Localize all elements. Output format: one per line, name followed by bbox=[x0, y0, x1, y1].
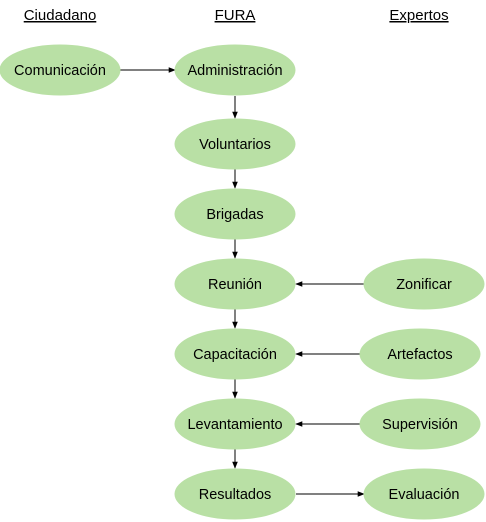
node-administracion: Administración bbox=[174, 44, 296, 96]
node-zonificar: Zonificar bbox=[363, 258, 485, 310]
node-voluntarios: Voluntarios bbox=[174, 118, 296, 170]
edges bbox=[120, 67, 365, 497]
node-brigadas-label: Brigadas bbox=[206, 207, 263, 223]
node-evaluacion-label: Evaluación bbox=[389, 487, 460, 503]
node-supervision-label: Supervisión bbox=[382, 417, 458, 433]
node-resultados: Resultados bbox=[174, 468, 296, 520]
node-comunicacion: Comunicación bbox=[0, 44, 121, 96]
node-voluntarios-label: Voluntarios bbox=[199, 137, 271, 153]
node-artefactos: Artefactos bbox=[359, 328, 481, 380]
node-reunion: Reunión bbox=[174, 258, 296, 310]
node-resultados-label: Resultados bbox=[199, 487, 272, 503]
node-administracion-label: Administración bbox=[187, 63, 282, 79]
node-artefactos-label: Artefactos bbox=[387, 347, 452, 363]
node-capacitacion-label: Capacitación bbox=[193, 347, 277, 363]
header-fura: FURA bbox=[215, 7, 256, 24]
node-capacitacion: Capacitación bbox=[174, 328, 296, 380]
node-levantamiento-label: Levantamiento bbox=[187, 417, 282, 433]
header-expertos: Expertos bbox=[389, 7, 448, 24]
node-reunion-label: Reunión bbox=[208, 277, 262, 293]
node-evaluacion: Evaluación bbox=[363, 468, 485, 520]
node-levantamiento: Levantamiento bbox=[174, 398, 296, 450]
header-ciudadano: Ciudadano bbox=[24, 7, 97, 24]
node-zonificar-label: Zonificar bbox=[396, 277, 452, 293]
node-brigadas: Brigadas bbox=[174, 188, 296, 240]
node-supervision: Supervisión bbox=[359, 398, 481, 450]
node-comunicacion-label: Comunicación bbox=[14, 63, 106, 79]
